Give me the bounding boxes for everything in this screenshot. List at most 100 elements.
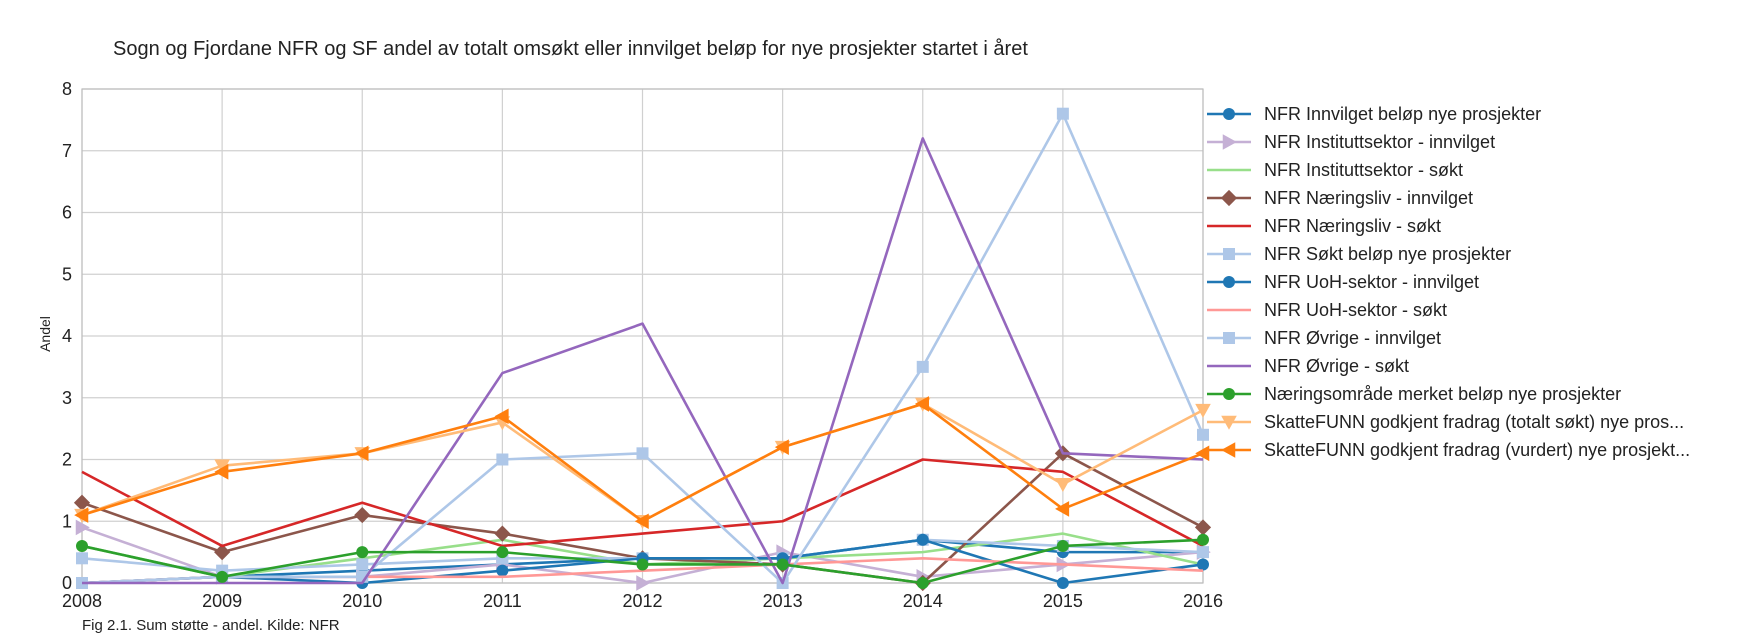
legend-marker <box>1222 134 1237 150</box>
data-point <box>76 552 88 565</box>
data-point <box>214 464 229 480</box>
legend-swatch <box>1207 415 1251 430</box>
data-point <box>216 570 229 583</box>
data-point <box>1055 501 1070 517</box>
y-tick-label: 2 <box>62 450 72 470</box>
legend: NFR Innvilget beløp nye prosjekter NFR In… <box>1205 100 1750 464</box>
data-point <box>916 577 929 589</box>
x-tick-label: 2015 <box>1043 591 1083 611</box>
legend-label: NFR Innvilget beløp nye prosjekter <box>1264 103 1542 124</box>
legend-swatch <box>1207 189 1251 207</box>
data-point <box>636 447 649 460</box>
x-tick-label: 2010 <box>342 591 382 611</box>
legend-item: NFR Innvilget beløp nye prosjekter <box>1205 100 1750 128</box>
legend-swatch <box>1207 276 1251 288</box>
legend-marker <box>1223 108 1235 120</box>
legend-label: NFR Søkt beløp nye prosjekter <box>1264 243 1512 264</box>
data-point <box>1195 403 1211 418</box>
legend-swatch <box>1207 308 1251 312</box>
data-point <box>354 506 371 524</box>
legend-swatch <box>1207 248 1251 260</box>
legend-item: SkatteFUNN godkjent fradrag (totalt søkt… <box>1205 408 1750 436</box>
legend-label: NFR Øvrige - innvilget <box>1264 327 1442 348</box>
series-5 <box>81 458 1204 548</box>
legend-item: NFR Næringsliv - søkt <box>1205 212 1750 240</box>
chart-title: Sogn og Fjordane NFR og SF andel av tota… <box>113 38 1028 60</box>
x-tick-label: 2011 <box>483 591 522 611</box>
data-point <box>916 360 929 373</box>
data-point <box>354 445 369 462</box>
y-tick-label: 5 <box>62 264 72 284</box>
data-point <box>496 453 509 466</box>
legend-item: SkatteFUNN godkjent fradrag (vurdert) ny… <box>1205 436 1750 464</box>
x-tick-label: 2014 <box>903 591 943 611</box>
data-point <box>1197 546 1209 559</box>
data-point <box>774 439 789 455</box>
data-point <box>214 544 231 561</box>
figure-caption: Fig 2.1. Sum støtte - andel. Kilde: NFR <box>82 617 340 634</box>
legend-item: NFR Søkt beløp nye prosjekter <box>1205 240 1750 268</box>
data-point <box>1197 428 1209 441</box>
data-point <box>1056 577 1069 589</box>
series-layer <box>73 107 1212 592</box>
data-point <box>356 558 369 571</box>
x-tick-label: 2008 <box>62 591 102 611</box>
data-point <box>356 546 369 559</box>
legend-swatch <box>1207 224 1251 228</box>
x-tick-label: 2009 <box>202 591 242 611</box>
legend-label: Næringsområde merket beløp nye prosjekte… <box>1264 383 1622 404</box>
x-tick-label: 2013 <box>763 591 803 611</box>
data-point <box>214 459 230 474</box>
x-tick-label: 2016 <box>1183 591 1223 611</box>
legend-item: NFR Næringsliv - innvilget <box>1205 184 1750 212</box>
legend-marker <box>1223 276 1235 288</box>
legend-marker <box>1223 248 1235 260</box>
legend-label: NFR Øvrige - søkt <box>1264 355 1410 376</box>
y-tick-labels: 0 1 2 3 4 5 6 7 8 <box>62 79 72 593</box>
legend-item: NFR Øvrige - innvilget <box>1205 324 1750 352</box>
legend-marker <box>1221 442 1236 458</box>
legend-item: NFR UoH-sektor - søkt <box>1205 296 1750 324</box>
data-point <box>496 546 509 559</box>
legend-swatch <box>1207 134 1251 150</box>
data-point <box>75 519 90 536</box>
series-9 <box>76 107 1209 589</box>
legend-item: NFR Øvrige - søkt <box>1205 352 1750 380</box>
data-point <box>636 575 651 591</box>
legend-item: NFR Instituttsektor - innvilget <box>1205 128 1750 156</box>
data-point <box>1194 519 1212 536</box>
y-tick-label: 0 <box>62 573 72 593</box>
data-point <box>74 507 89 523</box>
legend-swatch <box>1207 168 1251 172</box>
legend-swatch <box>1207 108 1251 120</box>
legend-label: NFR Næringsliv - innvilget <box>1264 187 1474 208</box>
legend-label: NFR UoH-sektor - innvilget <box>1264 271 1480 292</box>
data-point <box>1056 107 1069 120</box>
series-13 <box>74 396 1210 530</box>
legend-marker <box>1220 189 1238 207</box>
x-tick-labels: 2008 2009 2010 2011 2012 2013 2014 2015 2016 <box>62 591 1223 611</box>
y-tick-label: 1 <box>62 511 72 531</box>
legend-swatch <box>1207 442 1251 458</box>
data-point <box>73 494 91 511</box>
y-tick-label: 6 <box>62 203 72 223</box>
series-11 <box>76 533 1209 589</box>
legend-swatch <box>1207 364 1251 368</box>
data-point <box>634 513 649 530</box>
legend-label: NFR Instituttsektor - innvilget <box>1264 131 1496 152</box>
legend-marker <box>1223 332 1235 344</box>
legend-label: NFR Næringsliv - søkt <box>1264 215 1442 236</box>
y-tick-label: 8 <box>62 79 72 99</box>
data-point <box>1195 445 1210 462</box>
data-point <box>916 533 929 546</box>
series-10 <box>82 137 1204 585</box>
legend-swatch <box>1207 332 1251 344</box>
legend-label: NFR Instituttsektor - søkt <box>1264 159 1464 180</box>
data-point <box>494 408 509 425</box>
data-point <box>1197 533 1209 546</box>
data-point <box>1055 477 1071 492</box>
data-point <box>636 558 649 571</box>
legend-item: NFR Instituttsektor - søkt <box>1205 156 1750 184</box>
legend-label: SkatteFUNN godkjent fradrag (vurdert) ny… <box>1264 439 1691 460</box>
